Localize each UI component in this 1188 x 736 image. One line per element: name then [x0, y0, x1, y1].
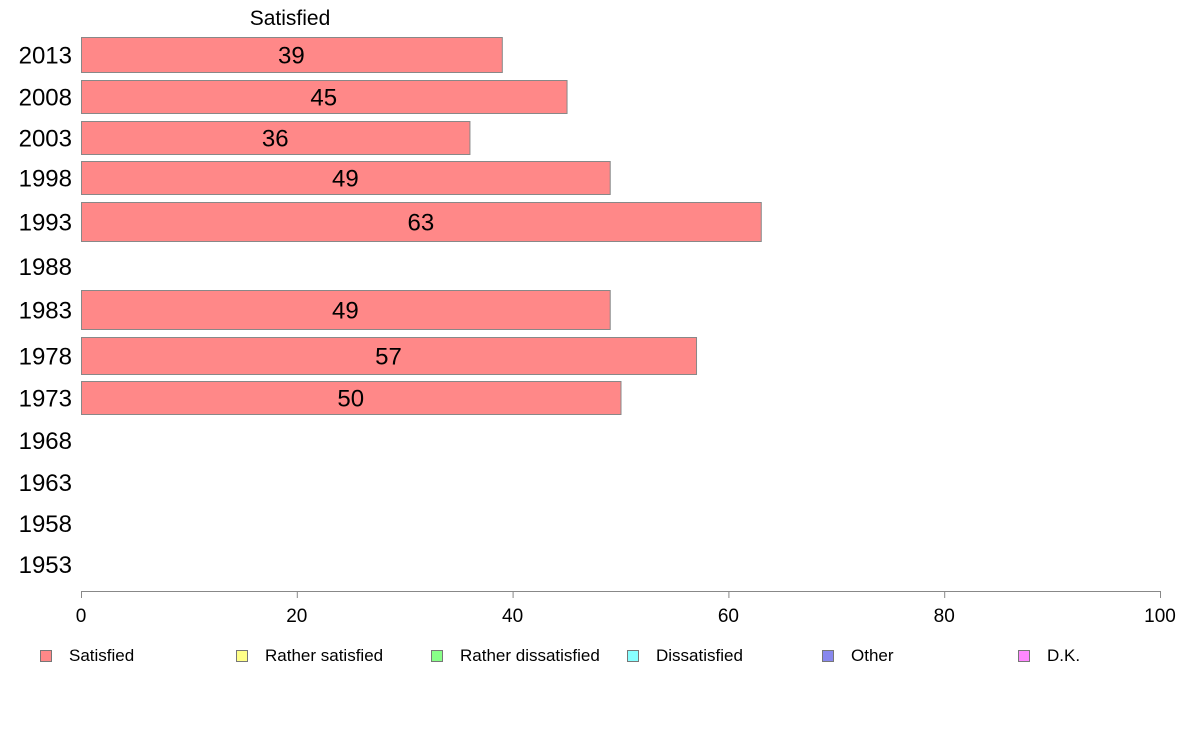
- bar-value-label: 49: [332, 298, 359, 325]
- legend-swatch: [1018, 650, 1030, 662]
- bar: [81, 337, 698, 375]
- x-tick-label: 100: [1144, 606, 1176, 627]
- bar-value-label: 39: [278, 43, 305, 70]
- y-category-label: 1973: [19, 386, 72, 413]
- x-axis: 0 20 40 60 80 100: [76, 591, 1176, 627]
- y-axis-labels: 2013 2008 2003 1998 1993 1988 1983 1978 1973 1968…: [19, 43, 72, 580]
- legend-label: Other: [851, 646, 894, 665]
- y-category-label: 1983: [19, 298, 72, 325]
- legend-swatch: [431, 650, 443, 662]
- legend-item: Other: [822, 644, 894, 668]
- bar: [81, 37, 503, 73]
- legend-swatch: [236, 650, 248, 662]
- bar: [81, 381, 622, 415]
- bar: [81, 290, 611, 330]
- y-category-label: 2003: [19, 126, 72, 153]
- y-category-label: 2008: [19, 85, 72, 112]
- x-tick-label: 80: [934, 606, 955, 627]
- bar-value-label: 36: [262, 126, 289, 153]
- x-tick-label: 20: [286, 606, 307, 627]
- y-category-label: 1993: [19, 210, 72, 237]
- bar-value-label: 45: [310, 85, 337, 112]
- legend: Satisfied Rather satisfied Rather dissatis…: [0, 644, 1188, 668]
- y-category-label: 1953: [19, 552, 72, 579]
- y-category-label: 1978: [19, 344, 72, 371]
- legend-label: Rather dissatisfied: [460, 646, 600, 665]
- bar-value-label: 57: [375, 344, 402, 371]
- bar-value-label: 50: [337, 386, 364, 413]
- bar: [81, 80, 568, 114]
- legend-swatch: [627, 650, 639, 662]
- y-category-label: 1963: [19, 470, 72, 497]
- bar-value-label: 49: [332, 166, 359, 193]
- legend-item: Rather satisfied: [236, 644, 383, 668]
- y-category-label: 1998: [19, 166, 72, 193]
- legend-item: Satisfied: [40, 644, 134, 668]
- legend-label: D.K.: [1047, 646, 1081, 665]
- y-category-label: 1958: [19, 511, 72, 538]
- bar: [81, 161, 611, 195]
- series-title: Satisfied: [250, 7, 331, 30]
- legend-swatch: [822, 650, 834, 662]
- legend-item: Rather dissatisfied: [431, 644, 600, 668]
- legend-label: Satisfied: [69, 646, 135, 665]
- y-category-label: 2013: [19, 43, 72, 70]
- x-tick-label: 0: [76, 606, 87, 627]
- legend-item: Dissatisfied: [627, 644, 743, 668]
- y-category-label: 1968: [19, 428, 72, 455]
- legend-label: Dissatisfied: [656, 646, 743, 665]
- legend-item: D.K.: [1018, 644, 1080, 668]
- legend-label: Rather satisfied: [265, 646, 384, 665]
- bar: [81, 121, 471, 155]
- x-tick-label: 60: [718, 606, 739, 627]
- legend-swatch: [40, 650, 52, 662]
- bar: [81, 202, 762, 242]
- x-tick-label: 40: [502, 606, 523, 627]
- bar-value-label: 63: [408, 210, 435, 237]
- y-category-label: 1988: [19, 254, 72, 281]
